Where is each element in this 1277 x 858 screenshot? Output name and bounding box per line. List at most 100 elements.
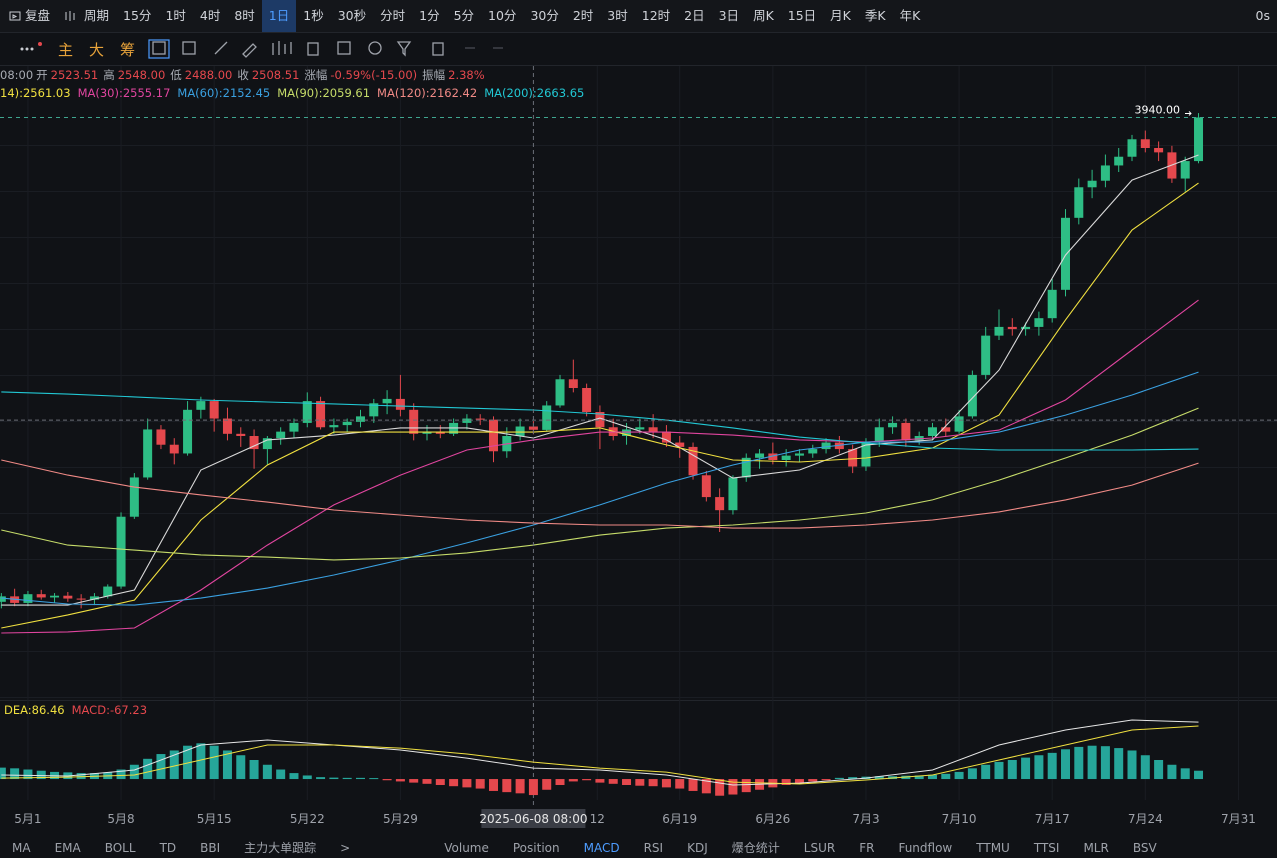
indicator-tab[interactable]: BOLL bbox=[104, 841, 136, 855]
interval-button[interactable]: 1日 bbox=[261, 0, 297, 32]
interval-button[interactable]: 1秒 bbox=[303, 8, 324, 23]
menu-icons[interactable] bbox=[0, 39, 50, 59]
interval-button[interactable]: 2日 bbox=[684, 8, 705, 23]
interval-button[interactable]: 30秒 bbox=[337, 8, 367, 23]
interval-button[interactable]: 15分 bbox=[123, 8, 152, 23]
interval-button[interactable]: 10分 bbox=[488, 8, 517, 23]
interval-button[interactable]: 15日 bbox=[787, 8, 817, 23]
candle-body bbox=[236, 433, 246, 436]
indicator-tab[interactable]: Volume bbox=[444, 841, 489, 855]
indicator-tab[interactable]: 主力大单跟踪 bbox=[244, 841, 317, 855]
interval-button[interactable]: 30分 bbox=[530, 8, 559, 23]
candle-body bbox=[222, 418, 232, 434]
indicator-tab[interactable]: TTSI bbox=[1033, 841, 1060, 855]
interval-button[interactable]: 2时 bbox=[572, 8, 594, 23]
candle-body bbox=[954, 416, 964, 432]
candle-body bbox=[1074, 187, 1084, 218]
indicator-tab[interactable]: BSV bbox=[1132, 841, 1157, 855]
indicator-tab[interactable]: KDJ bbox=[687, 841, 708, 855]
interval-button[interactable]: 4时 bbox=[199, 8, 221, 23]
interval-button[interactable]: 分时 bbox=[380, 8, 406, 23]
ma-legend-item: MA(200):2663.65 bbox=[484, 86, 585, 100]
macd-bar bbox=[808, 779, 818, 782]
indicator-tab[interactable]: Fundflow bbox=[898, 841, 953, 855]
indicator-tab[interactable]: MLR bbox=[1083, 841, 1109, 855]
interval-button[interactable]: 8时 bbox=[234, 8, 255, 23]
indicator-tab[interactable]: > bbox=[340, 841, 351, 855]
macd-bar bbox=[994, 761, 1004, 780]
candle-body bbox=[302, 401, 312, 423]
interval-button[interactable]: 月K bbox=[830, 8, 851, 23]
macd-bar bbox=[1114, 748, 1124, 780]
indicator-tab[interactable]: FR bbox=[859, 841, 875, 855]
interval-button[interactable]: 3日 bbox=[718, 8, 740, 23]
x-tick-label: 6月26 bbox=[755, 812, 790, 826]
indicator-tab[interactable]: BBI bbox=[200, 841, 221, 855]
indicator-tab[interactable]: 爆仓统计 bbox=[731, 841, 780, 855]
indicator-tab[interactable]: TTMU bbox=[976, 841, 1010, 855]
macd-bar bbox=[156, 754, 166, 780]
macd-bar bbox=[688, 779, 698, 791]
replay-button[interactable]: 复盘 bbox=[25, 8, 51, 23]
macd-line bbox=[1, 719, 1199, 786]
indicator-tab[interactable]: MA bbox=[12, 841, 31, 855]
x-tick-label: 5月8 bbox=[107, 812, 134, 826]
candle-body bbox=[1007, 326, 1017, 330]
indicator-tab[interactable]: TD bbox=[159, 841, 177, 855]
x-axis-band bbox=[0, 803, 1277, 833]
macd-bar bbox=[236, 755, 246, 780]
interval-button[interactable]: 1分 bbox=[419, 8, 440, 23]
macd-bar bbox=[1127, 750, 1137, 780]
ma-legend-item: MA(90):2059.61 bbox=[277, 86, 371, 100]
indicator-tab[interactable]: MACD bbox=[583, 841, 620, 855]
last-price-label: 3940.00 bbox=[1135, 103, 1181, 116]
candle-body bbox=[209, 401, 219, 419]
candle-body bbox=[874, 427, 884, 443]
interval-button[interactable]: 12时 bbox=[641, 8, 671, 23]
candle-body bbox=[355, 416, 365, 422]
macd-bar bbox=[129, 764, 139, 780]
interval-button[interactable]: 5分 bbox=[453, 8, 475, 23]
macd-bar bbox=[941, 773, 951, 780]
candle-body bbox=[821, 442, 831, 450]
candle-body bbox=[316, 401, 326, 428]
macd-bar bbox=[515, 779, 525, 794]
macd-bar bbox=[169, 750, 179, 780]
candle-body bbox=[369, 403, 379, 417]
macd-bar bbox=[781, 779, 791, 785]
indicator-button[interactable]: 大 bbox=[89, 40, 105, 59]
indicator-tab[interactable]: LSUR bbox=[803, 841, 836, 855]
chart-type-icon[interactable] bbox=[63, 9, 77, 23]
indicator-tab[interactable]: EMA bbox=[54, 841, 81, 855]
x-tick-label: 6月19 bbox=[662, 812, 697, 826]
macd-bar bbox=[435, 779, 445, 785]
tool-icons[interactable] bbox=[143, 37, 663, 61]
interval-button[interactable]: 1时 bbox=[165, 8, 186, 23]
macd-bar bbox=[834, 777, 844, 780]
macd-bar bbox=[422, 779, 432, 784]
interval-button[interactable]: 年K bbox=[899, 8, 921, 23]
macd-bar bbox=[914, 775, 924, 780]
candle-body bbox=[1100, 165, 1110, 181]
macd-bar bbox=[1167, 764, 1177, 780]
period-button[interactable]: 周期 bbox=[84, 8, 110, 23]
macd-bar bbox=[954, 771, 964, 780]
interval-button[interactable]: 季K bbox=[864, 8, 886, 23]
interval-button[interactable]: 周K bbox=[753, 8, 774, 23]
ma-line bbox=[1, 459, 1199, 529]
indicator-tab[interactable]: Position bbox=[512, 841, 560, 855]
x-tick-label: 5月1 bbox=[14, 812, 41, 826]
info-label: 振幅 bbox=[422, 68, 446, 82]
indicator-button[interactable]: 筹 bbox=[120, 40, 136, 59]
macd-bar bbox=[848, 777, 858, 780]
macd-bar bbox=[289, 773, 299, 780]
candle-body bbox=[156, 429, 166, 445]
indicator-tab[interactable]: RSI bbox=[643, 841, 664, 855]
candle-body bbox=[927, 427, 937, 436]
candle-body bbox=[622, 429, 632, 436]
x-tick-label: 5月22 bbox=[290, 812, 325, 826]
indicator-button[interactable]: 主 bbox=[58, 40, 74, 59]
candle-body bbox=[183, 409, 193, 454]
macd-bar bbox=[355, 777, 365, 780]
interval-button[interactable]: 3时 bbox=[607, 8, 628, 23]
